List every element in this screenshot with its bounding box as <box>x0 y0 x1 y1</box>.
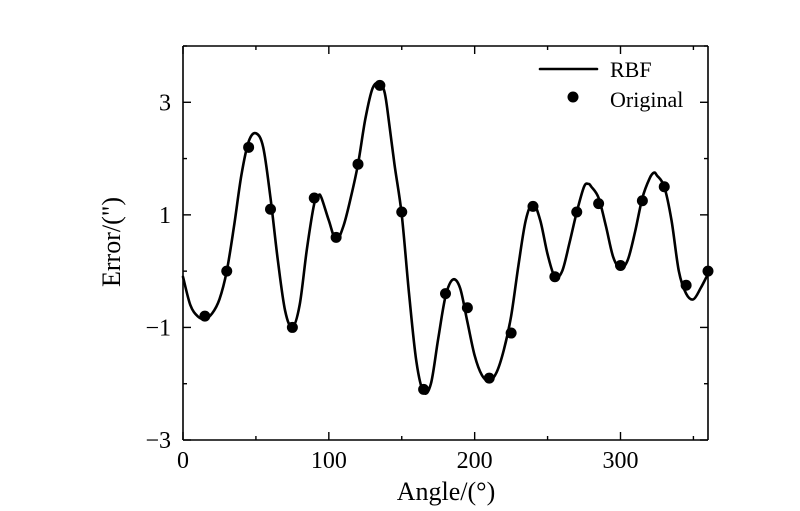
data-point-original <box>308 192 320 204</box>
y-tick-label: −3 <box>145 428 171 454</box>
data-point-original <box>593 198 605 210</box>
data-point-original <box>243 141 255 153</box>
data-point-original <box>571 206 583 218</box>
legend-label-rbf: RBF <box>610 57 652 82</box>
data-point-original <box>440 288 451 300</box>
data-point-original <box>680 279 692 291</box>
axis-ticks <box>182 45 708 441</box>
x-tick-label: 300 <box>603 448 639 474</box>
data-point-original <box>483 372 495 384</box>
data-point-original <box>636 195 648 207</box>
y-tick-label: 1 <box>159 203 171 229</box>
data-point-original <box>396 206 408 218</box>
data-point-original <box>461 302 473 314</box>
data-point-original <box>374 79 386 91</box>
data-point-original <box>352 158 364 170</box>
data-point-original <box>221 265 233 277</box>
x-tick-label: 0 <box>177 448 189 474</box>
legend: RBF Original <box>538 57 683 112</box>
data-point-original <box>658 181 670 193</box>
x-axis-title: Angle/(°) <box>397 477 495 506</box>
data-point-original <box>199 310 211 322</box>
series-line-rbf <box>181 81 710 395</box>
y-tick-label: 3 <box>159 90 171 116</box>
x-tick-label: 100 <box>311 448 347 474</box>
y-axis-title: Error/(") <box>97 197 126 287</box>
data-point-original <box>549 271 561 283</box>
data-point-original <box>527 200 539 212</box>
data-point-original <box>286 321 298 333</box>
data-point-original <box>615 260 626 272</box>
y-tick-label: −1 <box>145 315 171 341</box>
tick-labels: 0 100 200 300 −3 −1 1 3 <box>145 90 638 474</box>
data-point-original <box>505 327 517 339</box>
legend-marker-swatch <box>567 91 579 103</box>
data-point-original <box>330 231 342 243</box>
legend-label-original: Original <box>610 87 683 112</box>
data-point-original <box>702 265 714 277</box>
data-point-original <box>265 203 276 215</box>
series-points <box>199 79 714 395</box>
data-point-original <box>418 383 430 395</box>
series-lines <box>181 81 710 395</box>
x-tick-label: 200 <box>457 448 493 474</box>
